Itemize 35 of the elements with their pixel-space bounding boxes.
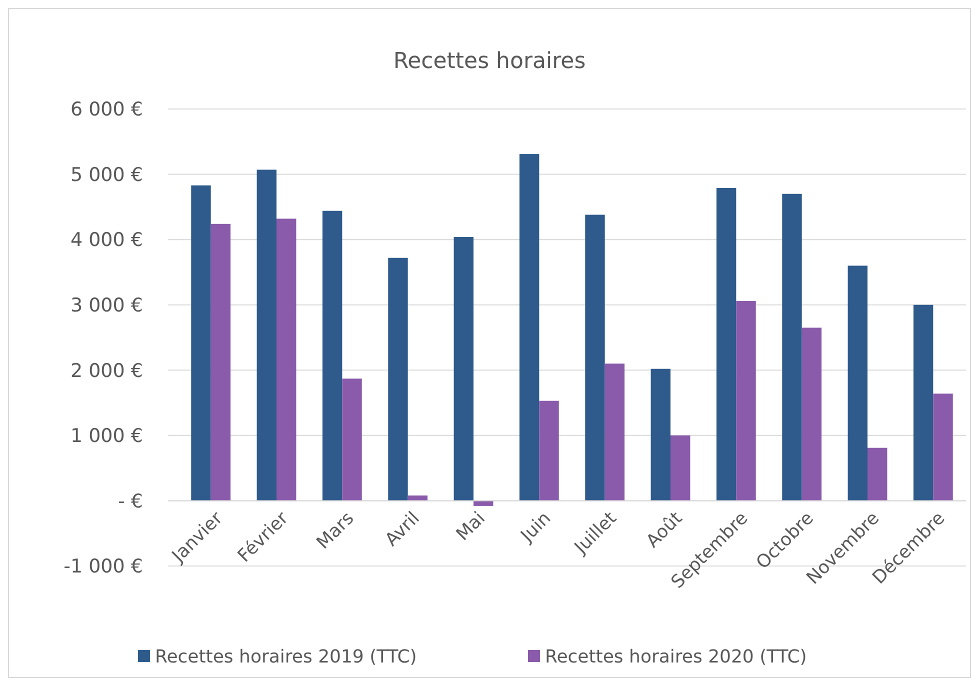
chart-title: Recettes horaires [393,49,586,74]
bar [191,185,211,501]
bar [670,435,690,501]
y-tick-label: 3 000 € [70,294,143,317]
y-tick-label: - € [118,490,143,512]
y-tick-label: 1 000 € [70,425,143,448]
x-tick-label: Mai [452,508,490,546]
bar [604,364,625,501]
y-tick-label: -1 000 € [64,556,143,578]
y-tick-label: 2 000 € [70,360,143,382]
bar [474,500,494,506]
bar [782,194,802,501]
bar [210,224,231,501]
legend-label: Recettes horaires 2019 (TTC) [155,646,417,668]
bar [519,154,540,501]
y-tick-label: 5 000 € [70,164,143,186]
bar [848,266,868,501]
y-tick-label: 6 000 € [70,98,143,121]
bar [276,218,296,501]
bar [802,328,822,501]
bar [539,400,559,501]
bar [322,210,342,501]
bar [650,368,670,501]
bar [868,448,888,501]
bar [342,378,362,501]
legend-label: Recettes horaires 2020 (TTC) [545,646,807,668]
y-tick-label: 4 000 € [70,229,143,252]
bar [256,170,276,501]
bar [913,304,934,501]
bar [933,394,953,501]
bar [585,214,605,501]
bar [388,258,408,501]
bar [736,300,756,501]
bar [454,236,474,501]
bar [716,188,736,501]
